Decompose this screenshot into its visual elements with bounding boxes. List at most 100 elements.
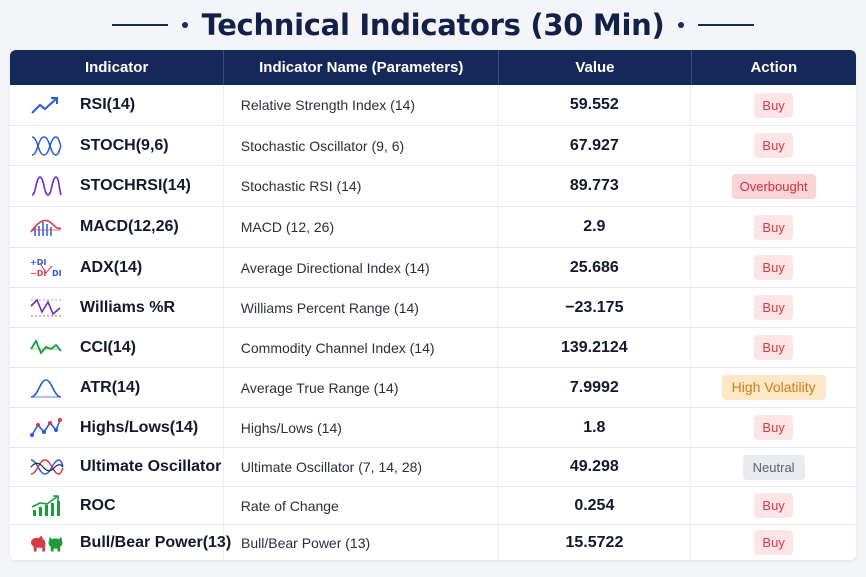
title-dot-right bbox=[678, 22, 685, 28]
bell-curve-icon bbox=[30, 377, 64, 399]
indicator-value: 0.254 bbox=[498, 487, 692, 524]
zigzag-icon bbox=[30, 297, 64, 319]
action-badge: Overbought bbox=[731, 173, 816, 199]
indicator-value: 7.9992 bbox=[498, 368, 692, 407]
svg-text:+DI: +DI bbox=[30, 258, 46, 267]
table-row: RSI(14) Relative Strength Index (14) 59.55… bbox=[10, 85, 856, 126]
indicator-cell: STOCH(9,6) bbox=[10, 126, 224, 165]
action-badge: Neutral bbox=[742, 454, 805, 480]
highs-lows-icon bbox=[30, 417, 64, 439]
header-name: Indicator Name (Parameters) bbox=[224, 50, 500, 85]
indicator-value: 67.927 bbox=[498, 126, 692, 165]
title-rule-right bbox=[698, 24, 755, 26]
indicator-value: 25.686 bbox=[498, 248, 692, 287]
action-cell: Overbought bbox=[691, 166, 856, 206]
header-value: Value bbox=[499, 50, 692, 85]
action-badge: Buy bbox=[754, 133, 793, 158]
indicators-table: Indicator Indicator Name (Parameters) Va… bbox=[10, 50, 856, 560]
action-badge: Buy bbox=[754, 530, 793, 555]
indicator-value: 15.5722 bbox=[499, 525, 692, 560]
indicator-value: 89.773 bbox=[498, 166, 692, 206]
indicator-cell: CCI(14) bbox=[10, 328, 224, 367]
indicator-value: 2.9 bbox=[498, 207, 692, 247]
action-cell: Buy bbox=[691, 85, 856, 125]
indicator-code: Bull/Bear Power(13) bbox=[80, 533, 232, 551]
indicator-name: Williams Percent Range (14) bbox=[224, 288, 499, 327]
action-cell: Buy bbox=[691, 525, 856, 560]
action-cell: High Volatility bbox=[691, 368, 856, 407]
wave-cross-icon bbox=[30, 135, 64, 157]
indicator-cell: +DI −DI DI ADX(14) bbox=[10, 248, 224, 287]
indicator-code: Williams %R bbox=[80, 298, 175, 316]
triple-wave-icon bbox=[30, 456, 64, 478]
indicator-cell: Williams %R bbox=[10, 288, 224, 327]
action-cell: Buy bbox=[691, 207, 856, 247]
indicator-name: Highs/Lows (14) bbox=[224, 408, 499, 447]
indicator-code: ATR(14) bbox=[80, 378, 141, 396]
action-cell: Buy bbox=[691, 248, 856, 287]
macd-histogram-icon bbox=[30, 216, 64, 238]
action-badge: High Volatility bbox=[721, 375, 826, 400]
table-header: Indicator Indicator Name (Parameters) Va… bbox=[10, 50, 856, 85]
page-title: Technical Indicators (30 Min) bbox=[201, 8, 665, 42]
indicator-code: STOCHRSI(14) bbox=[80, 177, 191, 194]
svg-text:−DI: −DI bbox=[30, 269, 46, 278]
indicator-name: Average Directional Index (14) bbox=[224, 248, 499, 287]
adx-di-icon: +DI −DI DI bbox=[30, 257, 64, 279]
indicator-code: MACD(12,26) bbox=[80, 218, 179, 235]
indicator-code: Highs/Lows(14) bbox=[80, 418, 199, 436]
action-badge: Buy bbox=[754, 255, 793, 280]
table-row: CCI(14) Commodity Channel Index (14) 139.2… bbox=[10, 328, 856, 368]
indicator-cell: RSI(14) bbox=[10, 85, 224, 125]
indicator-name: MACD (12, 26) bbox=[224, 207, 499, 247]
table-row: Ultimate Oscillator Ultimate Oscillator (… bbox=[10, 448, 856, 487]
action-cell: Buy bbox=[691, 126, 856, 165]
svg-text:DI: DI bbox=[52, 269, 62, 278]
table-row: Highs/Lows(14) Highs/Lows (14) 1.8 Buy bbox=[10, 408, 856, 448]
indicator-cell: Highs/Lows(14) bbox=[10, 408, 224, 447]
indicator-code: CCI(14) bbox=[80, 338, 137, 356]
table-row: +DI −DI DI ADX(14) Average Directional Index… bbox=[10, 248, 856, 288]
title-bar: Technical Indicators (30 Min) bbox=[0, 0, 866, 50]
action-cell: Buy bbox=[691, 487, 856, 524]
indicator-value: 139.2124 bbox=[498, 328, 692, 367]
bull-bear-icon bbox=[30, 532, 64, 554]
indicator-value: −23.175 bbox=[498, 288, 692, 327]
action-badge: Buy bbox=[754, 295, 793, 320]
indicator-name: Bull/Bear Power (13) bbox=[224, 525, 499, 560]
header-indicator: Indicator bbox=[10, 50, 225, 85]
table-row: STOCHRSI(14) Stochastic RSI (14) 89.773 Ove… bbox=[10, 166, 856, 207]
table-row: ROC Rate of Change 0.254 Buy bbox=[10, 487, 856, 525]
action-cell: Neutral bbox=[691, 448, 856, 486]
indicator-value: 49.298 bbox=[498, 448, 692, 486]
action-badge: Buy bbox=[754, 415, 793, 440]
indicator-code: RSI(14) bbox=[80, 96, 136, 113]
bar-growth-icon bbox=[30, 494, 64, 517]
table-row: Williams %R Williams Percent Range (14) −2… bbox=[10, 288, 856, 328]
action-cell: Buy bbox=[691, 288, 856, 327]
indicator-cell: Bull/Bear Power(13) bbox=[10, 525, 231, 560]
indicator-name: Ultimate Oscillator (7, 14, 28) bbox=[224, 448, 499, 486]
table-row: STOCH(9,6) Stochastic Oscillator (9, 6) 67… bbox=[10, 126, 856, 166]
action-cell: Buy bbox=[691, 328, 856, 367]
oscillator-line-icon bbox=[30, 337, 64, 359]
table-row: ATR(14) Average True Range (14) 7.9992 High… bbox=[10, 368, 856, 408]
indicator-cell: ROC bbox=[10, 487, 224, 524]
indicator-code: Ultimate Oscillator bbox=[80, 458, 222, 475]
action-badge: Buy bbox=[754, 493, 793, 518]
action-badge: Buy bbox=[754, 214, 793, 240]
table-row: MACD(12,26) MACD (12, 26) 2.9 Buy bbox=[10, 207, 856, 248]
indicator-value: 1.8 bbox=[498, 408, 692, 447]
indicator-name: Commodity Channel Index (14) bbox=[224, 328, 499, 367]
header-action: Action bbox=[750, 59, 798, 76]
indicator-cell: ATR(14) bbox=[10, 368, 224, 407]
indicator-code: STOCH(9,6) bbox=[80, 136, 169, 154]
table-body: RSI(14) Relative Strength Index (14) 59.55… bbox=[10, 85, 856, 560]
indicator-name: Relative Strength Index (14) bbox=[224, 85, 499, 125]
indicator-name: Stochastic Oscillator (9, 6) bbox=[224, 126, 499, 165]
indicator-value: 59.552 bbox=[498, 85, 692, 125]
action-cell: Buy bbox=[691, 408, 856, 447]
indicator-name: Stochastic RSI (14) bbox=[224, 166, 499, 206]
indicator-code: ADX(14) bbox=[80, 258, 143, 276]
action-badge: Buy bbox=[754, 92, 793, 118]
